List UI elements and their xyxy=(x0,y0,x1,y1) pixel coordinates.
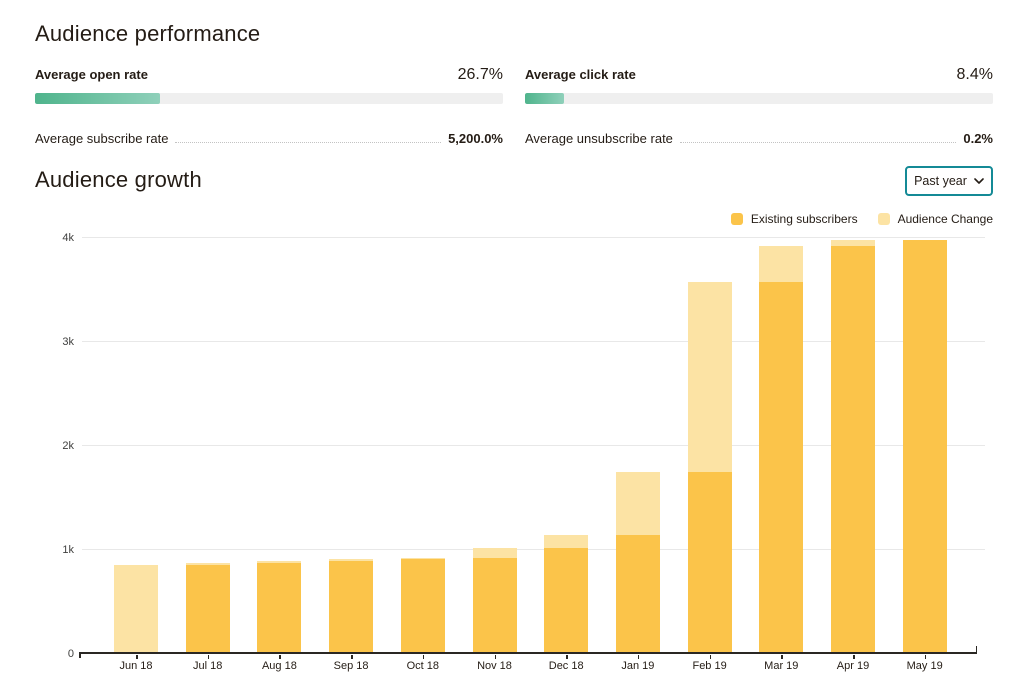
bar-audience-change-Mar-19[interactable] xyxy=(759,246,804,282)
gridline-4k xyxy=(82,237,985,238)
audience-growth-title: Audience growth xyxy=(35,167,202,192)
x-axis-tick xyxy=(207,655,210,659)
bar-audience-change-Jul-18[interactable] xyxy=(185,562,230,565)
x-axis-label: May 19 xyxy=(906,660,943,672)
x-axis-label: Jul 18 xyxy=(193,660,223,672)
x-axis-label: Dec 18 xyxy=(548,660,584,672)
open-rate-progress-fill xyxy=(35,93,160,104)
unsubscribe-rate-label: Average unsubscribe rate xyxy=(525,131,673,146)
metric-open-rate: Average open rate 26.7% xyxy=(35,66,503,104)
y-axis-tick-label: 4k xyxy=(62,232,74,244)
bar-existing-subscribers-May-19[interactable] xyxy=(902,239,947,653)
bar-existing-subscribers-Feb-19[interactable] xyxy=(687,472,732,653)
x-axis-tick xyxy=(781,655,783,659)
x-axis-label: Mar 19 xyxy=(764,660,799,672)
dotted-leader xyxy=(679,142,957,143)
audience-performance-title: Audience performance xyxy=(35,21,261,46)
subscribe-rate-label: Average subscribe rate xyxy=(35,131,169,146)
x-axis-label: Jan 19 xyxy=(621,660,655,672)
x-axis-tick xyxy=(637,655,640,659)
date-range-value: Past year xyxy=(914,174,967,188)
bar-existing-subscribers-Sep-18[interactable] xyxy=(329,561,374,653)
audience-change-swatch-icon xyxy=(877,213,890,225)
x-axis-label: Nov 18 xyxy=(477,660,512,672)
bar-audience-change-Jan-19[interactable] xyxy=(615,472,660,536)
bar-audience-change-Aug-18[interactable] xyxy=(257,561,302,563)
x-axis-label: Oct 18 xyxy=(406,660,439,672)
x-axis-tick xyxy=(136,655,138,659)
x-axis-label: Apr 19 xyxy=(836,660,870,672)
legend-item-audience-change: Audience Change xyxy=(877,212,993,226)
chart-legend: Existing subscribers Audience Change xyxy=(730,212,993,226)
click-rate-label: Average click rate xyxy=(525,67,636,82)
legend-label: Audience Change xyxy=(897,212,993,226)
gridline-3k xyxy=(82,341,985,342)
x-axis-tick xyxy=(279,655,281,659)
bar-audience-change-Nov-18[interactable] xyxy=(472,548,517,558)
bar-audience-change-Sep-18[interactable] xyxy=(329,558,374,562)
x-axis-tick xyxy=(924,655,927,659)
y-axis-tick-label: 3k xyxy=(62,336,74,348)
x-axis-tick xyxy=(422,655,425,659)
metric-unsubscribe-rate: Average unsubscribe rate 0.2% xyxy=(525,131,993,146)
gridline-2k xyxy=(82,445,985,446)
bar-existing-subscribers-Nov-18[interactable] xyxy=(472,557,517,653)
x-axis-tick xyxy=(709,655,712,659)
subscribe-rate-value: 5,200.0% xyxy=(448,131,503,146)
x-axis-tick xyxy=(853,655,855,659)
dotted-leader xyxy=(175,142,442,143)
x-axis-label: Feb 19 xyxy=(692,660,727,672)
click-rate-value: 8.4% xyxy=(956,66,993,83)
click-rate-progress-fill xyxy=(525,93,565,104)
x-axis-line xyxy=(79,652,977,654)
existing-subscribers-swatch-icon xyxy=(730,213,743,225)
bar-existing-subscribers-Oct-18[interactable] xyxy=(400,558,445,653)
x-axis-tick xyxy=(566,655,568,659)
legend-label: Existing subscribers xyxy=(750,212,858,226)
click-rate-progress-track xyxy=(525,93,993,104)
bar-existing-subscribers-Jan-19[interactable] xyxy=(615,535,660,653)
open-rate-progress-track xyxy=(35,93,503,104)
bar-existing-subscribers-Aug-18[interactable] xyxy=(257,562,302,653)
unsubscribe-rate-value: 0.2% xyxy=(963,131,993,146)
x-axis-label: Aug 18 xyxy=(261,660,297,672)
x-axis-endcap-right xyxy=(975,646,977,653)
bar-audience-change-Dec-18[interactable] xyxy=(544,535,589,549)
x-axis-tick xyxy=(494,655,496,659)
bar-audience-change-Oct-18[interactable] xyxy=(400,557,445,559)
y-axis-tick-label: 2k xyxy=(62,440,74,452)
gridline-1k xyxy=(82,549,985,550)
chevron-down-icon xyxy=(974,178,984,184)
date-range-dropdown[interactable]: Past year xyxy=(905,166,993,196)
bar-audience-change-Jun-18[interactable] xyxy=(114,564,158,653)
y-axis-tick-label: 1k xyxy=(62,544,74,556)
x-axis-tick xyxy=(351,655,353,659)
bar-existing-subscribers-Jul-18[interactable] xyxy=(185,564,230,653)
metric-subscribe-rate: Average subscribe rate 5,200.0% xyxy=(35,131,503,146)
y-axis-tick-label: 0 xyxy=(67,648,74,660)
open-rate-label: Average open rate xyxy=(35,67,148,82)
x-axis-label: Sep 18 xyxy=(333,660,369,672)
bar-audience-change-Feb-19[interactable] xyxy=(687,281,732,473)
open-rate-value: 26.7% xyxy=(457,66,503,83)
x-axis-endcap-left xyxy=(79,653,81,658)
bar-existing-subscribers-Mar-19[interactable] xyxy=(759,281,804,653)
bar-existing-subscribers-Dec-18[interactable] xyxy=(544,548,589,653)
x-axis-label: Jun 18 xyxy=(119,660,153,672)
metric-click-rate: Average click rate 8.4% xyxy=(525,66,993,104)
bar-audience-change-Apr-19[interactable] xyxy=(831,239,875,247)
legend-item-existing-subscribers: Existing subscribers xyxy=(730,212,858,226)
bar-existing-subscribers-Apr-19[interactable] xyxy=(831,246,875,653)
